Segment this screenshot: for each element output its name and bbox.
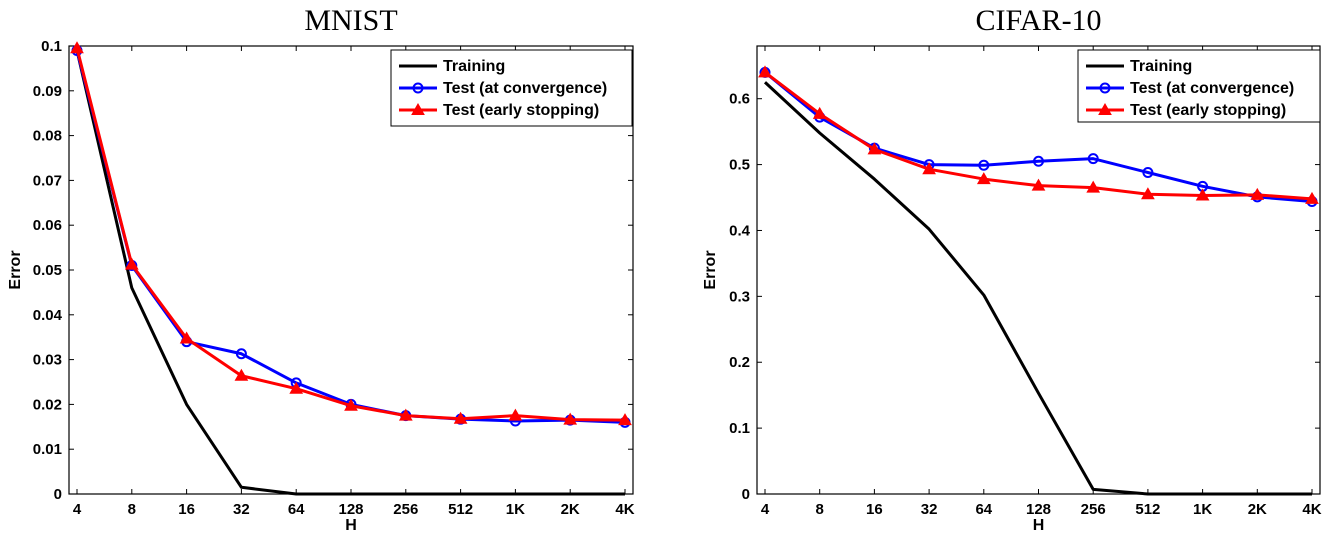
y-tick-label: 0.1 — [41, 38, 62, 55]
data-point-circle — [1087, 153, 1099, 165]
data-point-triangle — [1250, 187, 1265, 200]
data-point-circle — [1142, 166, 1154, 178]
x-tick-label: 128 — [1026, 501, 1051, 518]
y-tick-label: 0.1 — [729, 420, 750, 437]
data-point-triangle — [867, 142, 882, 155]
y-tick-label: 0.3 — [729, 288, 750, 305]
y-axis-label: Error — [7, 250, 24, 289]
data-point-triangle — [70, 41, 84, 54]
y-tick-label: 0.04 — [33, 307, 63, 324]
data-point-triangle — [618, 413, 632, 426]
x-tick-label: 256 — [1081, 501, 1106, 518]
data-point-triangle — [289, 381, 304, 394]
x-tick-label: 128 — [338, 501, 363, 518]
y-tick-label: 0.2 — [729, 354, 750, 371]
x-axis-label: H — [345, 517, 357, 534]
x-tick-label: 2K — [561, 501, 580, 518]
x-tick-label: 32 — [921, 501, 938, 518]
x-tick-label: 64 — [288, 501, 305, 518]
data-point-triangle — [976, 172, 991, 185]
y-tick-label: 0.06 — [33, 217, 62, 234]
data-point-triangle — [179, 331, 194, 344]
legend-label: Test (at convergence) — [443, 80, 607, 97]
x-tick-label: 32 — [233, 501, 250, 518]
y-tick-label: 0.07 — [33, 172, 62, 189]
x-tick-label: 16 — [178, 501, 195, 518]
data-point-triangle — [812, 106, 827, 119]
y-tick-label: 0.08 — [33, 128, 62, 145]
x-tick-label: 4 — [761, 501, 770, 518]
series-line-0 — [763, 81, 1312, 496]
data-point-circle — [235, 348, 247, 360]
y-tick-label: 0 — [54, 486, 62, 503]
x-tick-label: 1K — [506, 501, 525, 518]
x-tick-label: 4 — [73, 501, 82, 518]
y-tick-label: 0.05 — [33, 262, 62, 279]
x-tick-label: 4K — [1302, 501, 1321, 518]
data-point-triangle — [1086, 180, 1101, 193]
data-point-triangle — [1195, 188, 1210, 201]
data-point-triangle — [922, 162, 936, 175]
legend-label: Test (at convergence) — [1130, 80, 1294, 97]
x-tick-label: 64 — [975, 501, 992, 518]
legend-marker-triangle — [1098, 102, 1112, 115]
data-point-triangle — [758, 65, 772, 78]
data-point-triangle — [398, 408, 413, 421]
legend: Training Test (at convergence) Test (early… — [1077, 49, 1321, 123]
x-tick-label: 16 — [866, 501, 883, 518]
data-point-triangle — [124, 257, 139, 270]
x-tick-label: 4K — [615, 501, 634, 518]
legend-marker-circle — [1099, 82, 1111, 94]
y-axis-label: Error — [702, 250, 719, 289]
y-tick-label: 0.6 — [729, 91, 750, 108]
legend-marker-triangle — [411, 102, 425, 115]
legend-label: Training — [443, 58, 505, 75]
legend: Training Test (at convergence) Test (early… — [390, 49, 633, 127]
data-point-triangle — [344, 398, 358, 411]
x-tick-label: 256 — [393, 501, 418, 518]
x-tick-label: 8 — [816, 501, 824, 518]
y-tick-label: 0.09 — [33, 83, 62, 100]
legend-label: Training — [1130, 58, 1192, 75]
chart-0: MNIST 0 0.01 0.02 0.03 0.04 0.05 0.06 0.07 0.08 0.… — [7, 4, 635, 534]
legend-label: Test (early stopping) — [443, 102, 599, 119]
data-point-triangle — [1141, 187, 1155, 200]
data-point-triangle — [1305, 191, 1319, 204]
x-axis-label: H — [1033, 517, 1045, 534]
data-point-triangle — [453, 411, 468, 424]
y-tick-label: 0.4 — [729, 222, 751, 239]
x-tick-label: 1K — [1193, 501, 1212, 518]
chart-1: CIFAR-10 0 0.1 0.2 0.3 0.4 0.5 0.6 4 8 16 32 64 128 25… — [702, 4, 1322, 534]
data-point-triangle — [1031, 178, 1046, 191]
x-tick-label: 512 — [448, 501, 473, 518]
data-point-triangle — [234, 368, 249, 381]
series-line-0 — [75, 50, 625, 496]
y-tick-label: 0.03 — [33, 352, 62, 369]
data-point-triangle — [508, 408, 523, 421]
y-tick-label: 0.02 — [33, 396, 62, 413]
legend-marker-circle — [412, 82, 424, 94]
data-point-circle — [978, 159, 990, 171]
legend-label: Test (early stopping) — [1130, 102, 1286, 119]
x-tick-label: 8 — [128, 501, 136, 518]
y-tick-label: 0.01 — [33, 441, 62, 458]
y-tick-label: 0 — [742, 486, 750, 503]
chart-title: CIFAR-10 — [975, 4, 1101, 37]
y-tick-label: 0.5 — [729, 157, 750, 174]
x-tick-label: 512 — [1135, 501, 1160, 518]
chart-title: MNIST — [304, 4, 397, 37]
x-tick-label: 2K — [1248, 501, 1267, 518]
data-point-triangle — [563, 412, 578, 425]
data-point-circle — [1033, 155, 1044, 167]
